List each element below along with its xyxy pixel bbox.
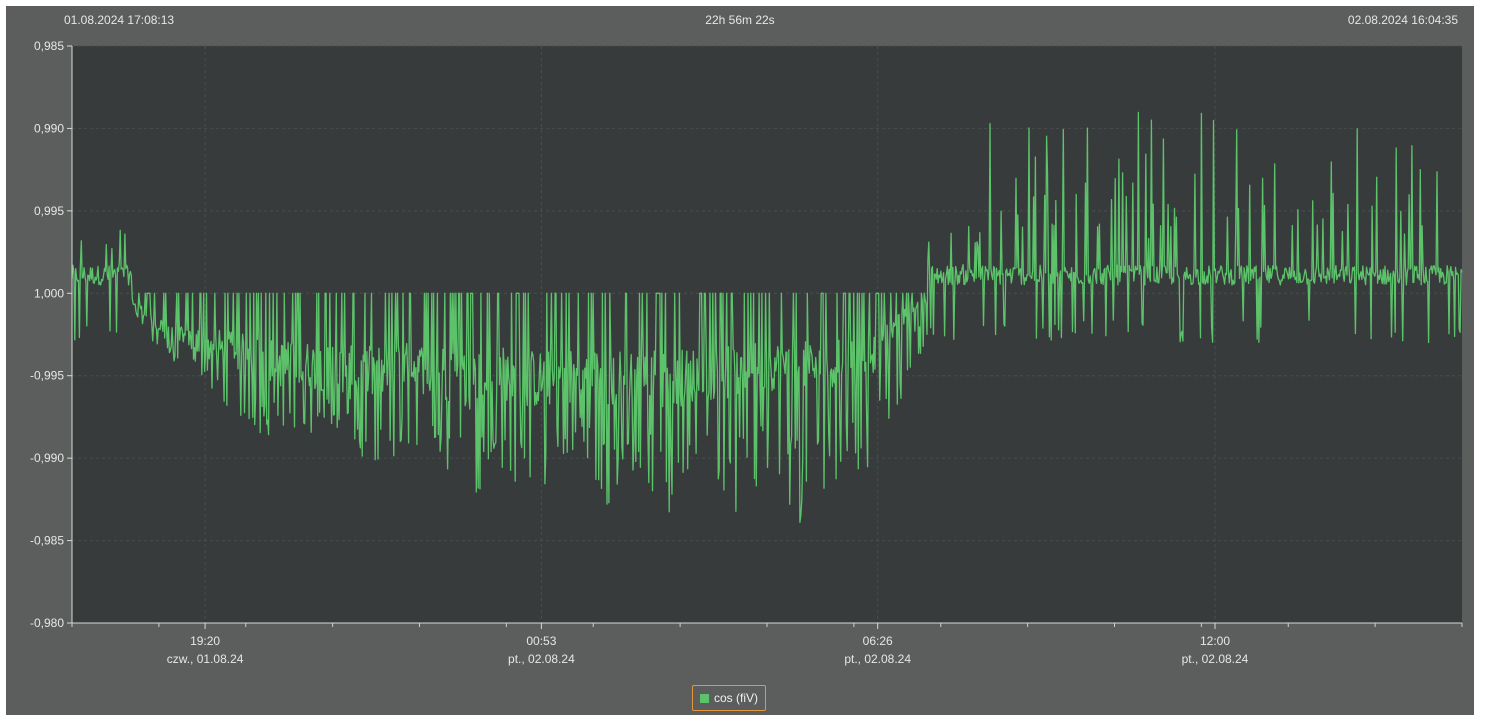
axis-layer: 0,985 0,990 0,995 1,000 -0,995 -0,990 -0,985 -0… bbox=[30, 39, 1463, 666]
legend-swatch bbox=[700, 693, 709, 703]
legend-item-cos-fiv[interactable]: cos (fiV) bbox=[692, 685, 767, 711]
y-tick-label: -0,985 bbox=[30, 534, 64, 548]
x-tick-date: pt., 02.08.24 bbox=[508, 652, 575, 666]
y-tick-label: 1,000 bbox=[34, 286, 64, 300]
range-duration-label: 22h 56m 22s bbox=[705, 13, 775, 27]
x-tick-date: pt., 02.08.24 bbox=[1182, 652, 1249, 666]
plot-area[interactable] bbox=[72, 46, 1462, 623]
y-tick-label: -0,990 bbox=[30, 451, 64, 465]
x-tick-time: 00:53 bbox=[526, 634, 556, 648]
range-start-label: 01.08.2024 17:08:13 bbox=[64, 13, 175, 27]
x-tick-time: 19:20 bbox=[190, 634, 220, 648]
power-factor-chart[interactable]: 0,985 0,990 0,995 1,000 -0,995 -0,990 -0,985 -0… bbox=[6, 6, 1474, 715]
grid-lines bbox=[72, 45, 1462, 624]
legend-label: cos (fiV) bbox=[714, 691, 759, 705]
x-tick-time: 06:26 bbox=[863, 634, 893, 648]
x-tick-time: 12:00 bbox=[1200, 634, 1230, 648]
y-tick-label: -0,995 bbox=[30, 369, 64, 383]
y-tick-label: -0,980 bbox=[30, 616, 64, 630]
series-layer bbox=[71, 111, 1463, 524]
x-tick-date: pt., 02.08.24 bbox=[844, 652, 911, 666]
y-tick-label: 0,990 bbox=[34, 121, 64, 135]
x-tick-date: czw., 01.08.24 bbox=[167, 652, 244, 666]
chart-panel: 01.08.2024 17:08:13 22h 56m 22s 02.08.20… bbox=[6, 6, 1474, 715]
y-tick-label: 0,995 bbox=[34, 204, 64, 218]
y-tick-label: 0,985 bbox=[34, 39, 64, 53]
range-end-label: 02.08.2024 16:04:35 bbox=[1347, 13, 1458, 27]
series-line-cos-fiv[interactable] bbox=[71, 111, 1463, 524]
